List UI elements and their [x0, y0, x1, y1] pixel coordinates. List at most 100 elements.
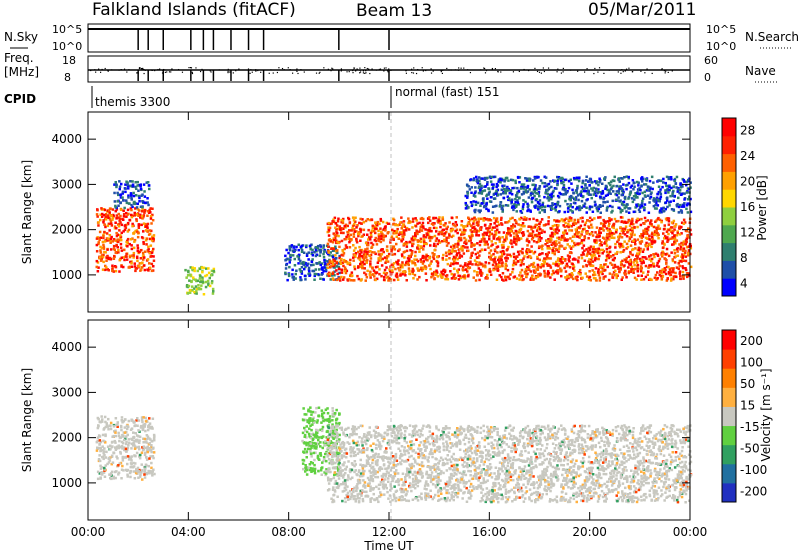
echo-cell	[148, 457, 151, 460]
nave-dot	[328, 69, 329, 70]
nave-dot	[609, 69, 610, 70]
echo-cell	[517, 260, 520, 263]
nave-dot	[441, 70, 442, 71]
echo-cell	[471, 205, 474, 208]
echo-cell	[670, 274, 673, 277]
echo-cell	[355, 239, 358, 242]
echo-cell	[191, 266, 194, 269]
echo-cell	[608, 225, 611, 228]
echo-cell	[491, 183, 494, 186]
echo-cell	[140, 224, 143, 227]
echo-cell	[647, 219, 650, 222]
echo-cell	[603, 263, 606, 266]
echo-cell	[618, 186, 621, 189]
echo-cell	[627, 246, 630, 249]
echo-cell	[422, 222, 425, 225]
echo-cell	[144, 195, 147, 198]
echo-cell	[140, 188, 143, 191]
echo-cell	[549, 257, 552, 260]
echo-cell	[124, 191, 127, 194]
echo-cell	[592, 211, 595, 214]
echo-cell	[319, 278, 322, 281]
echo-cell	[643, 223, 646, 226]
echo-cell	[515, 220, 518, 223]
echo-cell	[96, 215, 99, 218]
echo-cell	[683, 223, 686, 226]
echo-cell	[527, 186, 530, 189]
echo-cell	[136, 470, 139, 473]
nave-dot	[485, 72, 486, 73]
nsearch-tick-bottom: 10^0	[706, 40, 736, 53]
cpid-label: CPID	[4, 92, 36, 106]
echo-cell	[459, 255, 462, 258]
nave-dot	[365, 70, 366, 71]
echo-cell	[313, 251, 316, 254]
echo-cell	[105, 218, 108, 221]
echo-cell	[387, 276, 390, 279]
echo-cell	[554, 253, 557, 256]
echo-cell	[112, 208, 115, 211]
echo-cell	[607, 254, 610, 257]
echo-cell	[147, 451, 150, 454]
nave-dot	[250, 69, 251, 70]
echo-cell	[153, 434, 156, 437]
echo-cell	[418, 231, 421, 234]
echo-cell	[335, 269, 338, 272]
echo-cell	[332, 221, 335, 224]
echo-cell	[425, 268, 428, 271]
echo-cell	[139, 185, 142, 188]
echo-cell	[352, 216, 355, 219]
echo-cell	[559, 258, 562, 261]
echo-cell	[596, 180, 599, 183]
echo-cell	[539, 274, 542, 277]
echo-cell	[620, 177, 623, 180]
echo-cell	[408, 267, 411, 270]
echo-cell	[307, 263, 310, 266]
echo-cell	[123, 207, 126, 210]
echo-cell	[591, 197, 594, 200]
echo-cell	[99, 465, 102, 468]
echo-cell	[342, 278, 345, 281]
echo-cell	[103, 251, 106, 254]
echo-cell	[581, 277, 584, 280]
echo-cell	[512, 179, 515, 182]
nave-dot	[495, 68, 496, 69]
echo-cell	[669, 268, 672, 271]
echo-cell	[414, 217, 417, 220]
echo-cell	[663, 210, 666, 213]
echo-cell	[568, 187, 571, 190]
nave-dot	[458, 70, 459, 71]
echo-cell	[673, 241, 676, 244]
echo-cell	[108, 269, 111, 272]
echo-cell	[388, 268, 391, 271]
echo-cell	[432, 223, 435, 226]
echo-cell	[646, 228, 649, 231]
echo-cell	[426, 234, 429, 237]
echo-cell	[631, 268, 634, 271]
nave-dot	[178, 69, 179, 70]
echo-cell	[119, 259, 122, 262]
echo-cell	[564, 229, 567, 232]
echo-cell	[354, 231, 357, 234]
echo-cell	[466, 184, 469, 187]
echo-cell	[631, 254, 634, 257]
echo-cell	[192, 276, 195, 279]
echo-cell	[671, 221, 674, 224]
echo-cell	[604, 201, 607, 204]
echo-cell	[100, 447, 103, 450]
echo-cell	[651, 243, 654, 246]
echo-cell	[633, 264, 636, 267]
echo-cell	[403, 230, 406, 233]
echo-cell	[623, 249, 626, 252]
echo-cell	[634, 268, 637, 271]
echo-cell	[371, 267, 374, 270]
echo-cell	[148, 465, 151, 468]
echo-cell	[528, 196, 531, 199]
echo-cell	[683, 247, 686, 250]
echo-cell	[527, 206, 530, 209]
echo-cell	[521, 251, 524, 254]
echo-cell	[354, 268, 357, 271]
echo-cell	[621, 279, 624, 282]
echo-cell	[115, 210, 118, 213]
echo-cell	[493, 217, 496, 220]
